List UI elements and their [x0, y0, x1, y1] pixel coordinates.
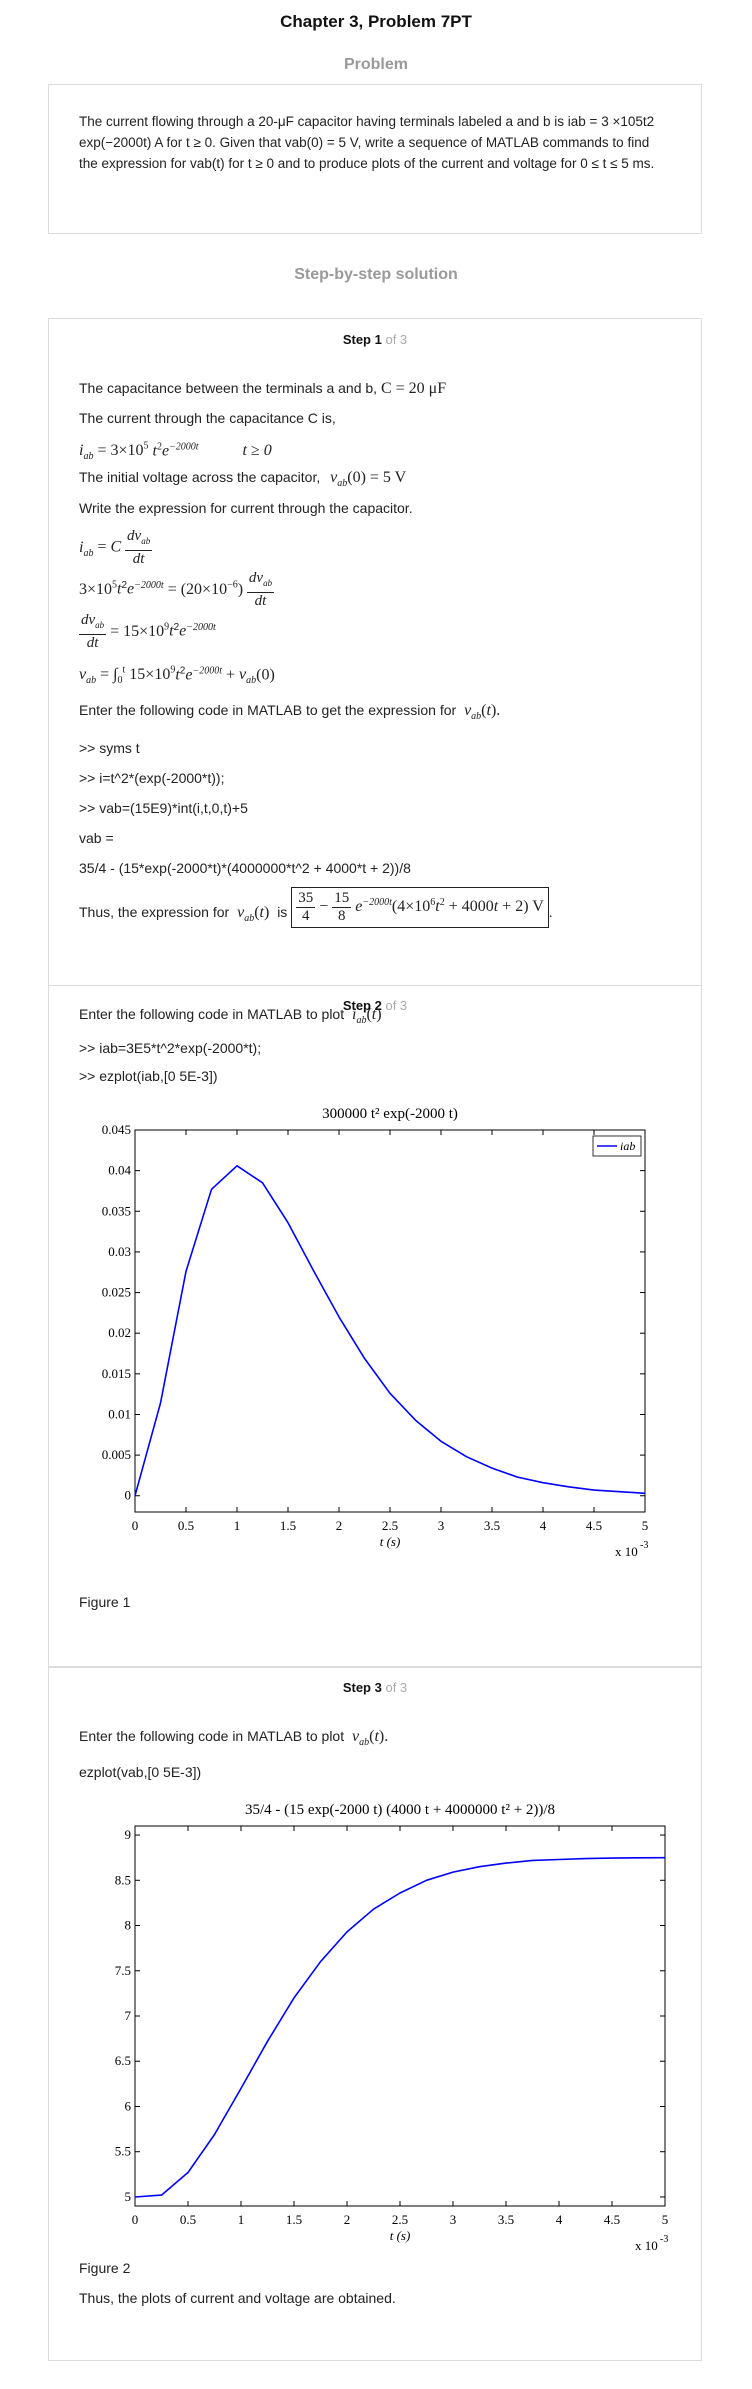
x-tick-label: 0: [132, 1518, 139, 1533]
solution-heading: Step-by-step solution: [294, 266, 458, 283]
step3-line1: Enter the following code in MATLAB to pl…: [79, 1728, 389, 1749]
step1-line5: Enter the following code in MATLAB to ge…: [79, 702, 501, 723]
x-tick-label: 1.5: [286, 2212, 302, 2227]
step3-conclusion: Thus, the plots of current and voltage a…: [79, 2290, 396, 2306]
x-tick-label: 1: [234, 1518, 241, 1533]
x-tick-label: 0.5: [180, 2212, 196, 2227]
problem-text: The current flowing through a 20-μF capa…: [79, 114, 655, 171]
code-line: 35/4 - (15*exp(-2000*t)*(4000000*t^2 + 4…: [79, 860, 411, 876]
series-line: [134, 1856, 666, 2198]
figure2-caption: Figure 2: [79, 2260, 131, 2276]
step1-line4: Write the expression for current through…: [79, 500, 413, 516]
x-tick-label: 4: [556, 2212, 563, 2227]
x-tick-label: 4: [540, 1518, 547, 1533]
x-tick-label: 4.5: [586, 1518, 602, 1533]
x-axis-label: t (s): [390, 2228, 411, 2243]
x-tick-label: 3: [438, 1518, 445, 1533]
x-tick-label: 0: [132, 2212, 139, 2227]
x-tick-label: 0.5: [178, 1518, 194, 1533]
y-tick-label: 0.04: [108, 1163, 131, 1178]
legend-label: iab: [620, 1139, 635, 1153]
code-line: ezplot(vab,[0 5E-3]): [79, 1764, 202, 1780]
plot-frame: [134, 1825, 666, 2207]
final-expression: 35 4 − 15 8 e−2000t(4×106t2 + 4000t + 2) V: [291, 887, 549, 928]
step1-line1: The capacitance between the terminals a …: [79, 380, 447, 397]
x-tick-label: 2.5: [382, 1518, 398, 1533]
step1-box: [48, 318, 702, 986]
y-tick-label: 0.035: [102, 1203, 131, 1218]
voltage-plot: 35/4 - (15 exp(-2000 t) (4000 t + 400000…: [115, 1802, 669, 2253]
y-tick-label: 5: [125, 2189, 132, 2204]
x-multiplier: x 10: [615, 1544, 638, 1559]
step2-header: Step 2 of 3: [342, 998, 408, 1013]
step1-line2: The current through the capacitance C is…: [79, 410, 336, 426]
step1-label: Step 1: [342, 332, 382, 347]
chart-title: 35/4 - (15 exp(-2000 t) (4000 t + 400000…: [245, 1802, 555, 1818]
eq-integral: vab = ∫0t 15×109t2e−2000t + vab(0): [79, 665, 275, 687]
code-line: >> i=t^2*(exp(-2000*t));: [79, 770, 225, 786]
step2-box: [48, 985, 702, 1667]
eq-cap-law: iab = C dvab dt: [79, 528, 153, 567]
x-tick-label: 5: [662, 2212, 669, 2227]
eq-substitute: 3×105t2e−2000t = (20×10−6) dvab dt: [79, 570, 275, 609]
step3-box: [48, 1667, 702, 2361]
x-tick-label: 1.5: [280, 1518, 296, 1533]
y-tick-label: 0.005: [102, 1447, 131, 1462]
x-tick-label: 3.5: [484, 1518, 500, 1533]
step2-line1: Enter the following code in MATLAB to pl…: [79, 1006, 382, 1027]
series-line: [134, 1165, 646, 1496]
x-tick-label: 5: [642, 1518, 649, 1533]
y-tick-label: 0.025: [102, 1285, 131, 1300]
y-tick-label: 0: [125, 1488, 132, 1503]
eq-current: iab = 3×105 t2e−2000t t ≥ 0: [79, 441, 272, 463]
x-tick-label: 2.5: [392, 2212, 408, 2227]
y-tick-label: 8.5: [115, 1872, 131, 1887]
x-tick-label: 2: [336, 1518, 343, 1533]
x-tick-label: 4.5: [604, 2212, 620, 2227]
x-multiplier-exponent: -3: [660, 2234, 668, 2245]
y-tick-label: 6.5: [115, 2053, 131, 2068]
y-tick-label: 0.045: [102, 1122, 131, 1137]
x-tick-label: 2: [344, 2212, 351, 2227]
code-line: >> ezplot(iab,[0 5E-3]): [79, 1068, 218, 1084]
y-tick-label: 0.03: [108, 1244, 131, 1259]
step3-header: Step 3 of 3: [342, 1680, 408, 1695]
y-tick-label: 7: [125, 2008, 132, 2023]
figure1-caption: Figure 1: [79, 1594, 131, 1610]
x-tick-label: 1: [238, 2212, 245, 2227]
code-line: >> iab=3E5*t^2*exp(-2000*t);: [79, 1040, 262, 1056]
current-plot: 300000 t² exp(-2000 t) 0 0.5 1 1.5 2 2.5 3 3.5 4 4…: [102, 1106, 649, 1559]
page-title: Chapter 3, Problem 7PT: [280, 12, 472, 31]
y-tick-label: 0.015: [102, 1366, 131, 1381]
code-line: >> syms t: [79, 740, 140, 756]
code-line: vab =: [79, 830, 114, 846]
code-line: >> vab=(15E9)*int(i,t,0,t)+5: [79, 800, 248, 816]
step1-line3: The initial voltage across the capacitor…: [79, 469, 407, 490]
x-tick-label: 3: [450, 2212, 457, 2227]
step1-of: of 3: [385, 332, 408, 347]
y-tick-label: 8: [125, 1918, 132, 1933]
y-tick-label: 7.5: [115, 1963, 131, 1978]
y-tick-label: 9: [125, 1827, 132, 1842]
problem-box: The current flowing through a 20-μF capa…: [48, 84, 702, 234]
eq-derivative: dvab dt = 15×109t2e−2000t: [79, 612, 216, 651]
plot-frame: [134, 1129, 646, 1513]
capacitance-value: C = 20 μF: [380, 380, 447, 397]
y-tick-label: 0.02: [108, 1325, 131, 1340]
step1-header: Step 1 of 3: [48, 332, 702, 347]
y-tick-label: 5.5: [115, 2144, 131, 2159]
y-tick-label: 0.01: [108, 1406, 131, 1421]
x-axis-label: t (s): [380, 1534, 401, 1549]
x-multiplier: x 10: [635, 2238, 658, 2253]
x-tick-label: 3.5: [498, 2212, 514, 2227]
x-multiplier-exponent: -3: [640, 1540, 648, 1551]
problem-heading: Problem: [343, 56, 408, 73]
y-tick-label: 6: [125, 2098, 132, 2113]
step1-conclusion: Thus, the expression for vab(t) is 35 4 −…: [79, 887, 553, 934]
chart-title: 300000 t² exp(-2000 t): [322, 1106, 458, 1122]
